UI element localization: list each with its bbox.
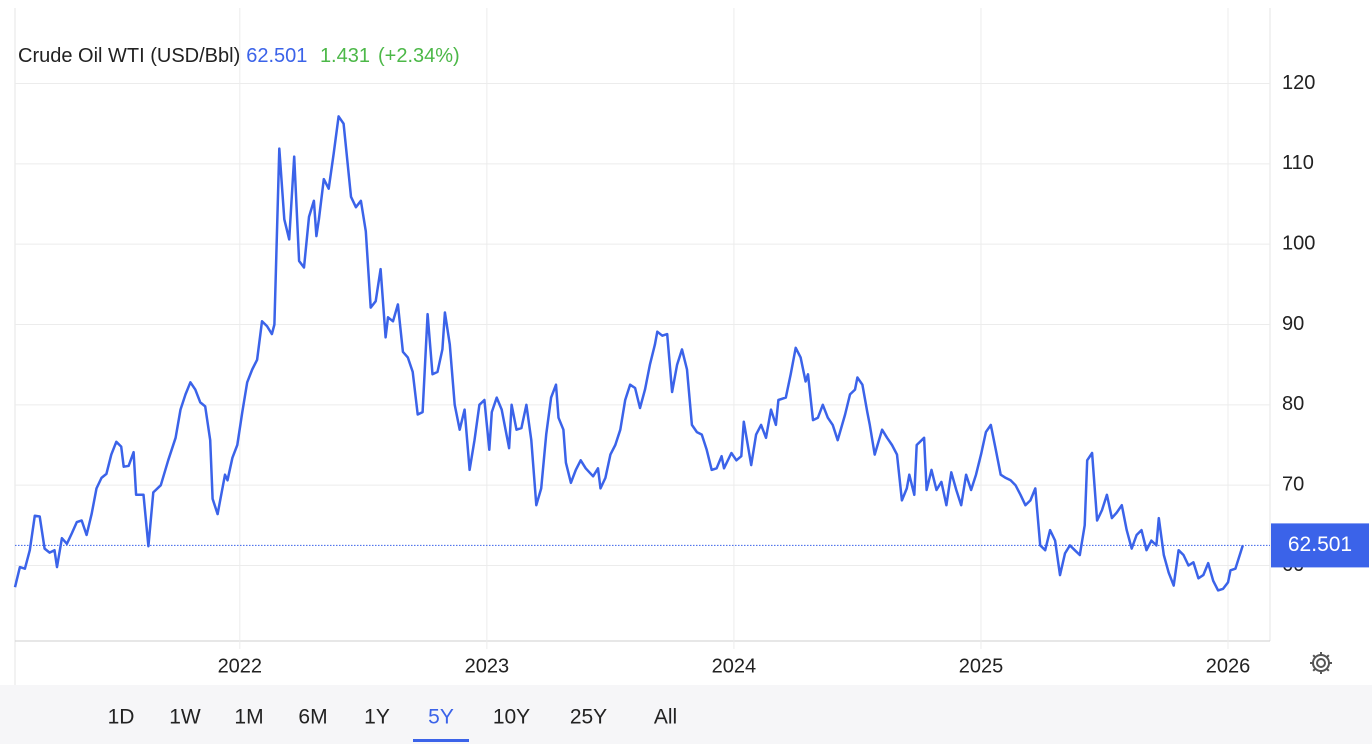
range-button-label[interactable]: 1M <box>234 706 263 729</box>
grid: 6070809010011012020222023202420252026 <box>15 8 1315 677</box>
y-tick-label: 90 <box>1282 313 1304 335</box>
range-button-label[interactable]: 10Y <box>493 706 530 729</box>
y-tick-label: 80 <box>1282 393 1304 415</box>
settings-icon[interactable] <box>1310 652 1332 674</box>
range-buttons: 1D 1W 1M 6M 1Y 5Y 10Y 25Y All <box>108 706 677 742</box>
range-button[interactable]: 1D <box>108 706 135 729</box>
x-tick-label: 2024 <box>712 655 757 677</box>
range-button[interactable]: 10Y <box>493 706 530 729</box>
range-button-label[interactable]: 1Y <box>364 706 390 729</box>
y-tick-label: 110 <box>1282 152 1314 174</box>
plot <box>13 115 1244 592</box>
price-marker: 62.501 <box>15 523 1369 568</box>
y-tick-label: 70 <box>1282 473 1304 495</box>
chart-title: Crude Oil WTI (USD/Bbl) <box>18 45 240 67</box>
header: Crude Oil WTI (USD/Bbl) 62.501 1.431 (+2.34… <box>18 45 460 67</box>
range-button-label[interactable]: All <box>654 706 677 729</box>
active-underline <box>413 739 469 742</box>
range-button-label[interactable]: 6M <box>298 706 327 729</box>
x-tick-label: 2022 <box>218 655 263 677</box>
y-tick-label: 120 <box>1282 72 1315 94</box>
range-button[interactable]: 1W <box>169 706 201 729</box>
range-button-label[interactable]: 25Y <box>570 706 607 729</box>
range-button-label[interactable]: 5Y <box>428 706 454 729</box>
range-button[interactable]: All <box>654 706 677 729</box>
range-button[interactable]: 1M <box>234 706 263 729</box>
range-button-label[interactable]: 1D <box>108 706 135 729</box>
toolbar-bg <box>0 685 1372 744</box>
y-tick-label: 100 <box>1282 232 1315 254</box>
price-line <box>13 115 1244 592</box>
price: 62.501 <box>246 45 307 67</box>
price-box <box>1271 523 1369 568</box>
range-button[interactable]: 25Y <box>570 706 607 729</box>
range-button[interactable]: 5Y <box>413 706 469 742</box>
change: 1.431 <box>320 45 370 67</box>
x-tick-label: 2023 <box>465 655 510 677</box>
x-tick-label: 2025 <box>959 655 1004 677</box>
range-button[interactable]: 6M <box>298 706 327 729</box>
range-button-label[interactable]: 1W <box>169 706 201 729</box>
range-button[interactable]: 1Y <box>364 706 390 729</box>
x-tick-label: 2026 <box>1206 655 1251 677</box>
price-box-label: 62.501 <box>1288 533 1352 556</box>
change-pct: (+2.34%) <box>378 45 460 67</box>
